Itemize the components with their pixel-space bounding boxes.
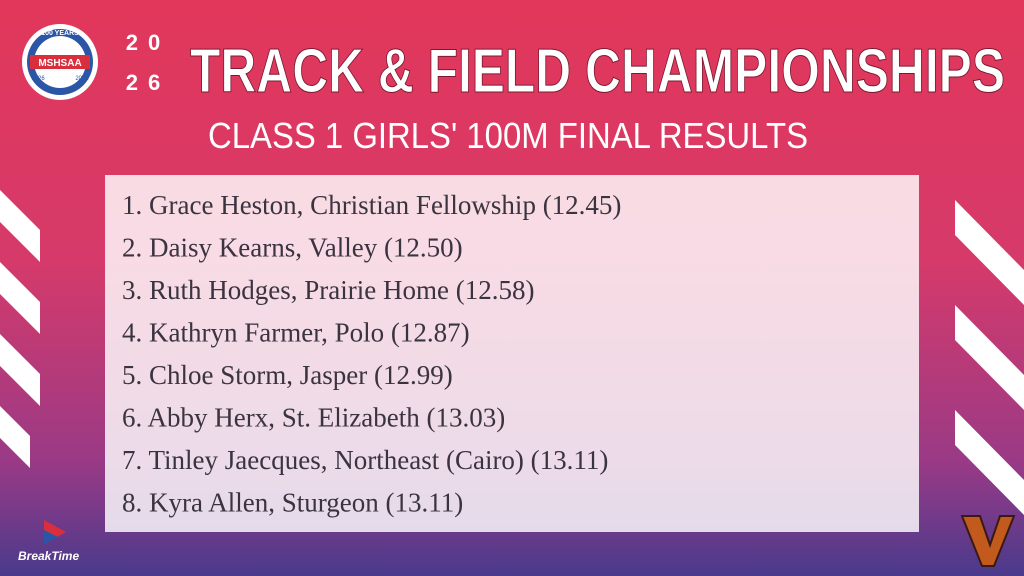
team-logo [960,515,1016,567]
year-top: 20 [126,30,170,55]
results-list: 1. Grace Heston, Christian Fellowship (1… [122,190,621,518]
result-line: 2. Daisy Kearns, Valley (12.50) [122,233,463,263]
logo-start: 1926 [31,76,45,82]
result-line: 8. Kyra Allen, Sturgeon (13.11) [122,488,463,518]
result-line: 5. Chloe Storm, Jasper (12.99) [122,360,453,390]
title: TRACK & FIELD CHAMPIONSHIPS [190,37,1005,106]
result-line: 4. Kathryn Farmer, Polo (12.87) [122,318,470,348]
logo-banner: 100 YEARS [41,30,79,37]
result-line: 7. Tinley Jaecques, Northeast (Cairo) (1… [122,445,608,475]
logo-name: MSHSAA [38,58,81,69]
subtitle: CLASS 1 GIRLS' 100M FINAL RESULTS [208,115,808,156]
results-panel [105,175,919,532]
result-line: 1. Grace Heston, Christian Fellowship (1… [122,190,621,220]
right-stripes [955,200,1024,515]
breaktime-logo: BreakTime [18,520,79,563]
result-line: 3. Ruth Hodges, Prairie Home (12.58) [122,275,534,305]
result-line: 6. Abby Herx, St. Elizabeth (13.03) [122,403,505,433]
left-stripes [0,190,40,468]
sponsor: BreakTime [18,549,79,563]
mshsaa-logo: 100 YEARS MSHSAA 1926 2026 [22,24,98,100]
year-bottom: 26 [126,70,170,95]
logo-end: 2026 [75,76,89,82]
